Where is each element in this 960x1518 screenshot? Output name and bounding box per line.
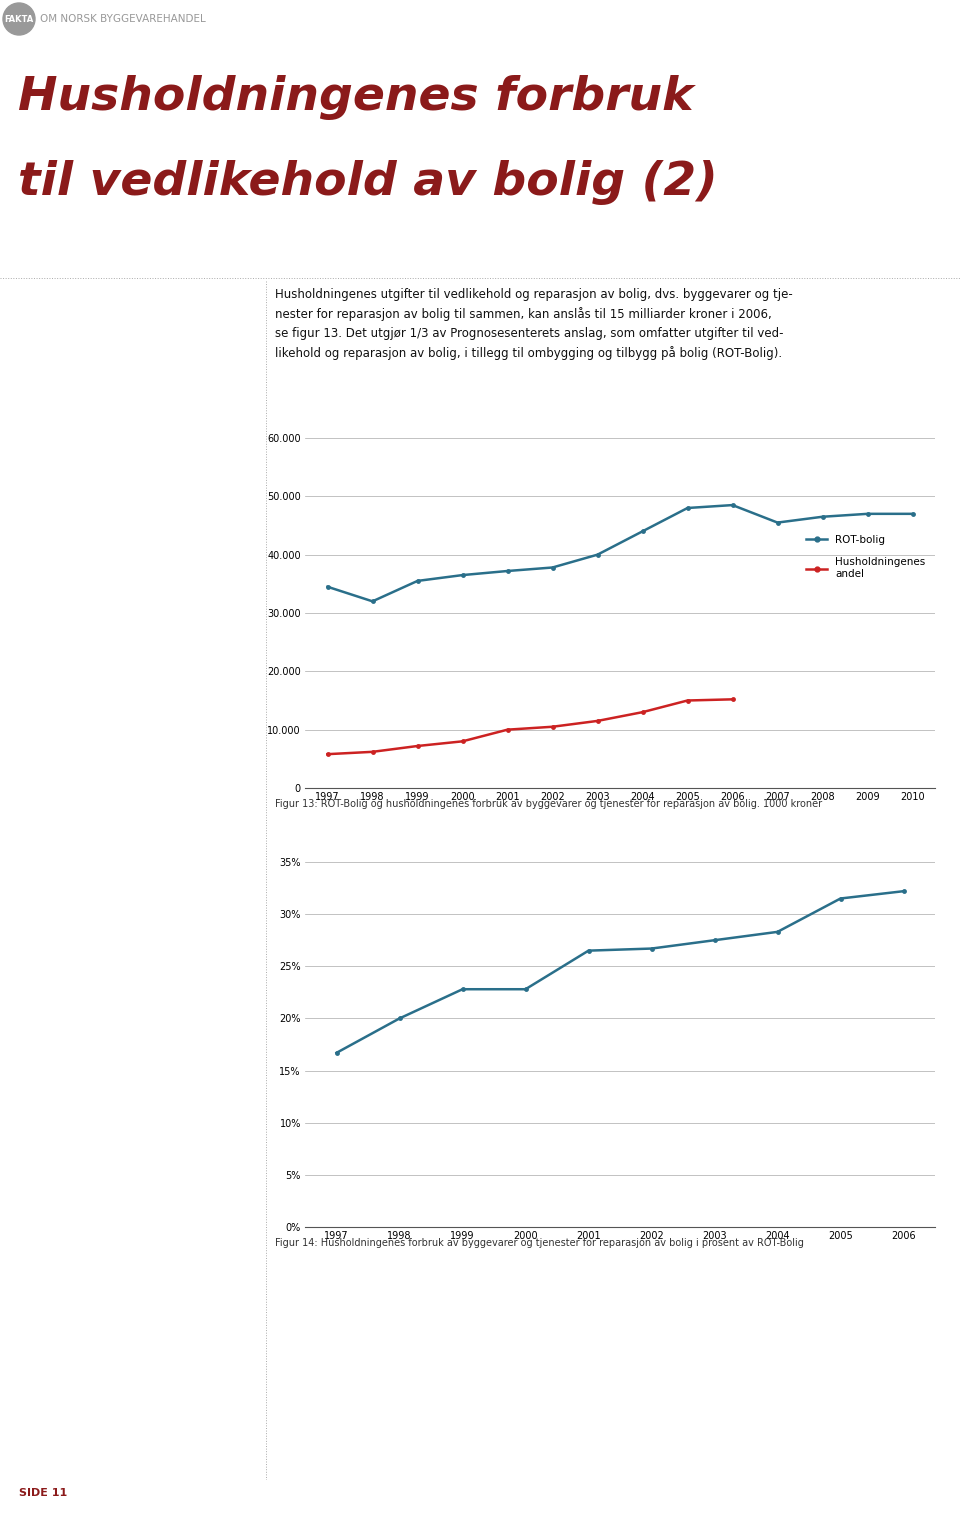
Text: Figur 14: Husholdningenes forbruk av byggevarer og tjenester for reparasjon av b: Figur 14: Husholdningenes forbruk av byg… <box>275 1239 804 1248</box>
Text: FAKTA: FAKTA <box>5 15 34 23</box>
Text: til vedlikehold av bolig (2): til vedlikehold av bolig (2) <box>18 159 718 205</box>
Text: OM NORSK BYGGEVAREHANDEL: OM NORSK BYGGEVAREHANDEL <box>40 14 205 24</box>
Circle shape <box>3 3 35 35</box>
Text: Figur 13: ROT-Bolig og husholdningenes forbruk av byggevarer og tjenester for re: Figur 13: ROT-Bolig og husholdningenes f… <box>275 798 822 809</box>
Text: SIDE 11: SIDE 11 <box>19 1488 67 1498</box>
Text: Husholdningenes utgifter til vedlikehold og reparasjon av bolig, dvs. byggevarer: Husholdningenes utgifter til vedlikehold… <box>275 288 793 360</box>
Legend: ROT-bolig, Husholdningenes
andel: ROT-bolig, Husholdningenes andel <box>802 531 930 583</box>
Text: Husholdningenes forbruk: Husholdningenes forbruk <box>18 74 693 120</box>
